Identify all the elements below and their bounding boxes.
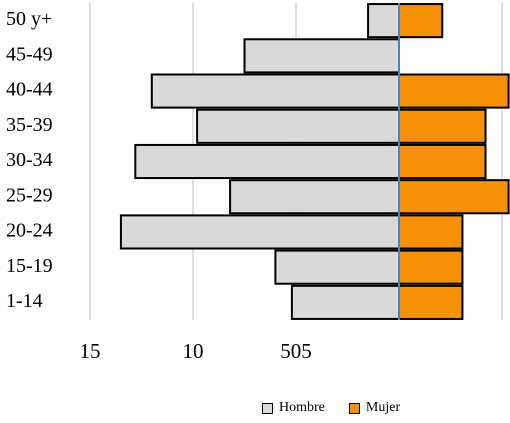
mujer-bar-3	[398, 108, 487, 144]
hombre-bar-1	[243, 38, 400, 74]
mujer-bar-2	[398, 73, 510, 109]
category-label-8: 1-14	[6, 290, 43, 312]
legend: Hombre Mujer	[262, 400, 424, 416]
category-label-7: 15-19	[6, 255, 53, 277]
hombre-bar-0	[367, 3, 401, 39]
hombre-bar-3	[196, 108, 400, 144]
mujer-bar-0	[398, 3, 444, 39]
category-label-4: 30-34	[6, 149, 53, 171]
hombre-bar-7	[274, 249, 400, 285]
legend-swatch-hombre	[262, 402, 273, 414]
legend-label-hombre: Hombre	[279, 400, 325, 415]
category-label-2: 40-44	[6, 79, 53, 101]
hombre-bars	[119, 3, 401, 320]
mujer-bar-8	[398, 284, 464, 320]
mujer-bar-7	[398, 249, 464, 285]
hombre-bar-2	[150, 73, 400, 109]
hombre-bar-4	[134, 143, 400, 180]
category-labels: 50 y+ 45-49 40-44 35-39 30-34 25-29 20-24 15-19…	[6, 8, 53, 312]
x-tick-label-0: 15	[80, 339, 101, 363]
mujer-bar-4	[398, 143, 487, 180]
legend-swatch-mujer	[348, 402, 360, 414]
x-tick-label-1: 10	[183, 339, 204, 363]
category-label-1: 45-49	[6, 43, 53, 65]
category-label-0: 50 y+	[6, 8, 52, 30]
mujer-bar-5	[398, 179, 510, 215]
mujer-bars	[398, 3, 510, 320]
legend-item-hombre: Hombre	[262, 400, 325, 416]
mujer-bar-6	[398, 214, 464, 250]
x-tick-label-2: 505	[280, 339, 312, 363]
legend-item-mujer: Mujer	[348, 400, 401, 416]
legend-label-mujer: Mujer	[365, 400, 401, 415]
category-label-5: 25-29	[6, 184, 53, 206]
hombre-bar-8	[290, 284, 401, 320]
category-label-6: 20-24	[6, 220, 53, 242]
hombre-bar-5	[229, 179, 400, 215]
hombre-bar-6	[119, 214, 401, 250]
x-axis-tick-labels: 15 10 505	[80, 339, 312, 363]
category-label-3: 35-39	[6, 114, 53, 136]
